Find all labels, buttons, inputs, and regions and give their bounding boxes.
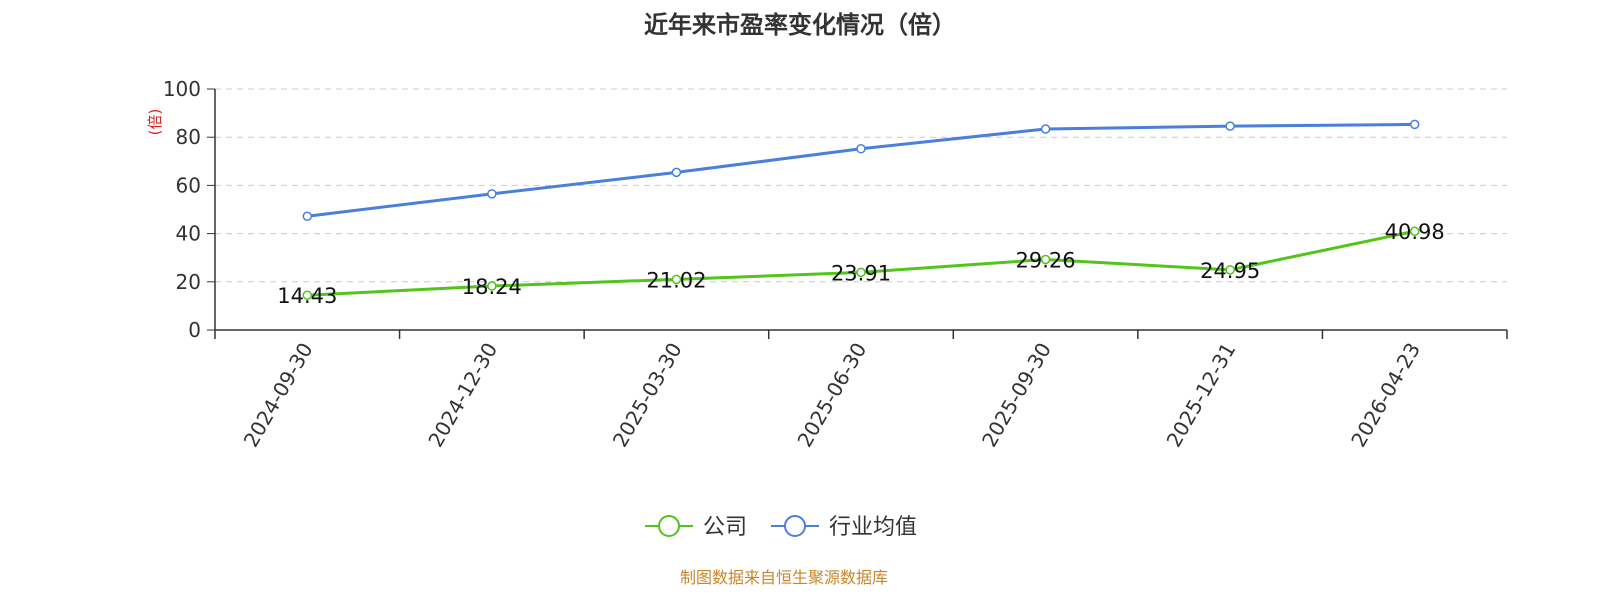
legend[interactable]: 公司 行业均值 <box>645 515 917 540</box>
y-axis-label: (倍) <box>146 109 164 136</box>
data-point[interactable] <box>1040 124 1051 134</box>
data-label: 14.43 <box>277 284 337 308</box>
legend-label: 公司 <box>703 515 747 540</box>
legend-circle-icon <box>784 515 806 537</box>
data-label: 29.26 <box>1016 248 1076 272</box>
legend-label: 行业均值 <box>829 515 917 540</box>
chart-title: 近年来市盈率变化情况（倍） <box>644 11 956 39</box>
data-labels: 14.43 18.24 21.02 23.91 29.26 24.95 40.98 <box>277 220 1445 308</box>
data-point[interactable] <box>1409 226 1420 236</box>
data-point[interactable] <box>302 290 313 300</box>
x-tick-label: 2025-06-30 <box>792 339 871 452</box>
data-label: 24.95 <box>1200 259 1260 283</box>
y-tick-label: 80 <box>176 125 201 149</box>
data-point[interactable] <box>1225 121 1235 131</box>
data-label: 18.24 <box>462 275 522 299</box>
x-tick-label: 2024-09-30 <box>239 339 318 452</box>
series-line <box>307 122 1415 218</box>
data-point[interactable] <box>487 281 497 291</box>
x-tick-label: 2026-04-23 <box>1346 339 1425 452</box>
data-point[interactable] <box>856 267 866 278</box>
data-point[interactable] <box>1225 265 1235 275</box>
x-tick-label: 2025-03-30 <box>608 339 687 452</box>
data-point[interactable] <box>1409 119 1420 130</box>
data-label: 23.91 <box>831 261 891 285</box>
x-tick-label: 2025-12-31 <box>1162 339 1241 452</box>
y-tick-label: 100 <box>163 77 201 101</box>
data-point[interactable] <box>671 167 682 178</box>
data-point[interactable] <box>302 211 313 221</box>
x-tick-label: 2025-09-30 <box>977 339 1056 452</box>
y-tick-label: 20 <box>176 270 201 294</box>
data-point[interactable] <box>671 274 682 285</box>
series-layer <box>302 119 1420 300</box>
data-point[interactable] <box>487 189 497 199</box>
legend-item-industry-average[interactable]: 行业均值 <box>771 515 917 540</box>
y-tick-label: 40 <box>176 222 201 246</box>
legend-circle-icon <box>658 515 680 537</box>
data-label: 21.02 <box>646 268 706 292</box>
x-tick-label: 2024-12-30 <box>423 339 502 452</box>
series-industry-average <box>302 119 1420 221</box>
data-point[interactable] <box>856 144 866 154</box>
series-company <box>302 226 1420 300</box>
y-tick-label: 60 <box>176 173 201 197</box>
legend-item-company[interactable]: 公司 <box>645 515 747 540</box>
data-point[interactable] <box>1040 254 1051 265</box>
data-label: 40.98 <box>1385 220 1445 244</box>
y-tick-label: 0 <box>188 318 201 342</box>
source-note: 制图数据来自恒生聚源数据库 <box>680 568 888 587</box>
